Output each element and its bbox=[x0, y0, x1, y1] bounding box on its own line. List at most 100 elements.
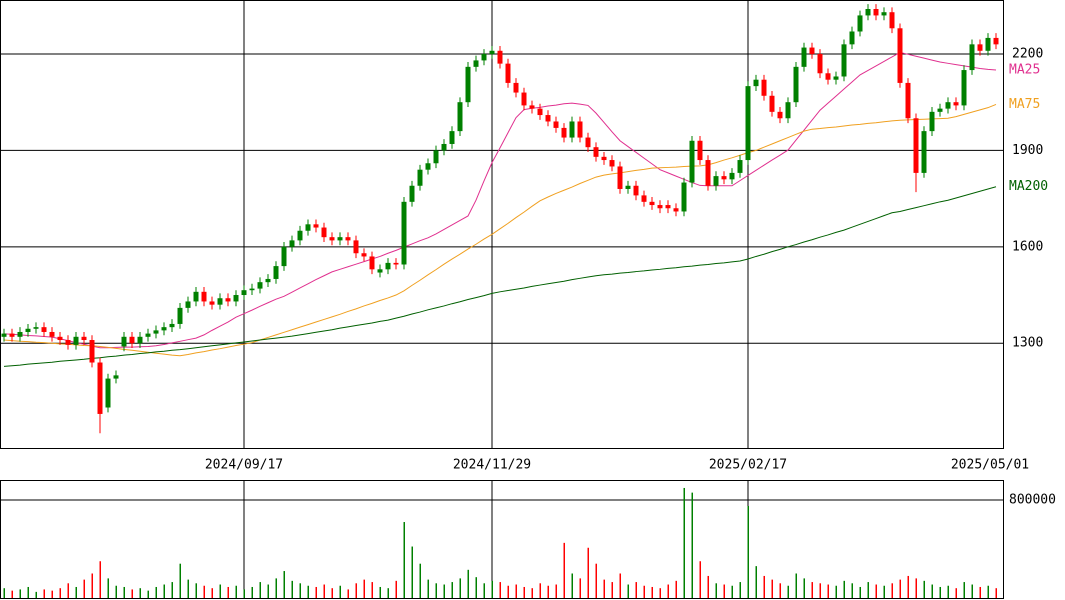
candle-body bbox=[553, 121, 559, 128]
volume-bar bbox=[147, 590, 149, 598]
legend-label: MA75 bbox=[1009, 97, 1040, 112]
candle-body bbox=[761, 79, 767, 96]
candle-body bbox=[793, 66, 799, 103]
volume-bar bbox=[507, 585, 509, 598]
candle-body bbox=[481, 53, 487, 61]
candle-body bbox=[649, 201, 655, 206]
candle-body bbox=[617, 166, 623, 189]
volume-bar bbox=[955, 588, 957, 598]
candle-body bbox=[433, 150, 439, 164]
volume-bar bbox=[91, 573, 93, 598]
volume-bar bbox=[523, 586, 525, 598]
volume-bar bbox=[683, 487, 685, 598]
candle-body bbox=[985, 37, 991, 51]
volume-bar bbox=[835, 585, 837, 598]
candle-body bbox=[201, 291, 207, 302]
candle-body bbox=[137, 336, 143, 344]
candle-body bbox=[705, 160, 711, 186]
candle-body bbox=[273, 266, 279, 279]
y-tick-label: 1600 bbox=[1012, 239, 1043, 254]
volume-bar bbox=[491, 580, 493, 598]
volume-bar bbox=[603, 579, 605, 598]
candle-body bbox=[689, 140, 695, 183]
candle-body bbox=[329, 237, 335, 241]
volume-bar bbox=[803, 578, 805, 598]
volume-bar bbox=[923, 580, 925, 598]
volume-bar bbox=[323, 584, 325, 598]
candle-body bbox=[713, 176, 719, 186]
candle-body bbox=[369, 256, 375, 270]
candle-body bbox=[889, 12, 895, 29]
volume-bar bbox=[771, 579, 773, 598]
volume-bar bbox=[763, 575, 765, 598]
candle-body bbox=[121, 336, 127, 347]
candle-body bbox=[17, 331, 23, 337]
candle-body bbox=[881, 12, 887, 16]
volume-bar bbox=[675, 580, 677, 598]
candle-body bbox=[865, 8, 871, 16]
candle-body bbox=[769, 95, 775, 112]
legend-label: MA25 bbox=[1009, 63, 1040, 78]
volume-bar bbox=[115, 585, 117, 598]
candle-body bbox=[497, 50, 503, 64]
candle-body bbox=[81, 336, 87, 341]
candle-body bbox=[969, 44, 975, 71]
legend-label: MA200 bbox=[1009, 179, 1048, 194]
candle-body bbox=[929, 111, 935, 132]
volume-bar bbox=[123, 586, 125, 598]
volume-bar bbox=[595, 563, 597, 598]
candle-body bbox=[1, 333, 7, 337]
volume-bar bbox=[515, 584, 517, 598]
volume-bar bbox=[187, 579, 189, 598]
volume-bar bbox=[443, 584, 445, 598]
candle-body bbox=[873, 8, 879, 16]
volume-bar bbox=[787, 585, 789, 598]
volume-bar bbox=[291, 580, 293, 598]
volume-bar bbox=[163, 584, 165, 598]
candle-body bbox=[913, 118, 919, 173]
candle-body bbox=[305, 224, 311, 231]
volume-frame bbox=[0, 480, 1004, 599]
candle-body bbox=[41, 327, 47, 332]
candle-body bbox=[505, 63, 511, 83]
x-tick-label: 2025/05/01 bbox=[951, 458, 1029, 473]
x-tick-label: 2024/09/17 bbox=[205, 458, 283, 473]
moving-average-line bbox=[3, 103, 997, 357]
candle-body bbox=[313, 224, 319, 228]
volume-bar bbox=[251, 586, 253, 598]
volume-bar bbox=[211, 588, 213, 598]
candle-body bbox=[697, 140, 703, 161]
candle-body bbox=[9, 333, 15, 337]
candle-body bbox=[337, 237, 343, 241]
candle-body bbox=[729, 172, 735, 180]
volume-bar bbox=[259, 582, 261, 598]
volume-bar bbox=[267, 584, 269, 598]
candle-body bbox=[665, 205, 671, 209]
candle-body bbox=[265, 278, 271, 283]
volume-bar bbox=[987, 585, 989, 598]
candle-body bbox=[457, 102, 463, 132]
volume-bar bbox=[667, 584, 669, 598]
candle-body bbox=[809, 47, 815, 54]
volume-bar bbox=[451, 582, 453, 598]
candle-body bbox=[97, 362, 103, 414]
volume-bar bbox=[51, 590, 53, 598]
volume-bar bbox=[691, 492, 693, 598]
candle-body bbox=[241, 290, 247, 296]
volume-bar bbox=[867, 582, 869, 598]
volume-bar bbox=[571, 573, 573, 598]
candle-body bbox=[721, 176, 727, 180]
candle-body bbox=[585, 137, 591, 148]
candle-body bbox=[113, 375, 119, 379]
candle-body bbox=[673, 208, 679, 212]
volume-bar bbox=[275, 578, 277, 598]
volume-bar bbox=[723, 584, 725, 598]
volume-bar bbox=[707, 575, 709, 598]
x-tick-label: 2024/11/29 bbox=[453, 458, 531, 473]
volume-bar bbox=[467, 569, 469, 598]
volume-bar bbox=[995, 588, 997, 598]
candle-body bbox=[145, 333, 151, 337]
volume-bar bbox=[35, 591, 37, 598]
candle-body bbox=[681, 182, 687, 212]
volume-bar bbox=[155, 586, 157, 598]
